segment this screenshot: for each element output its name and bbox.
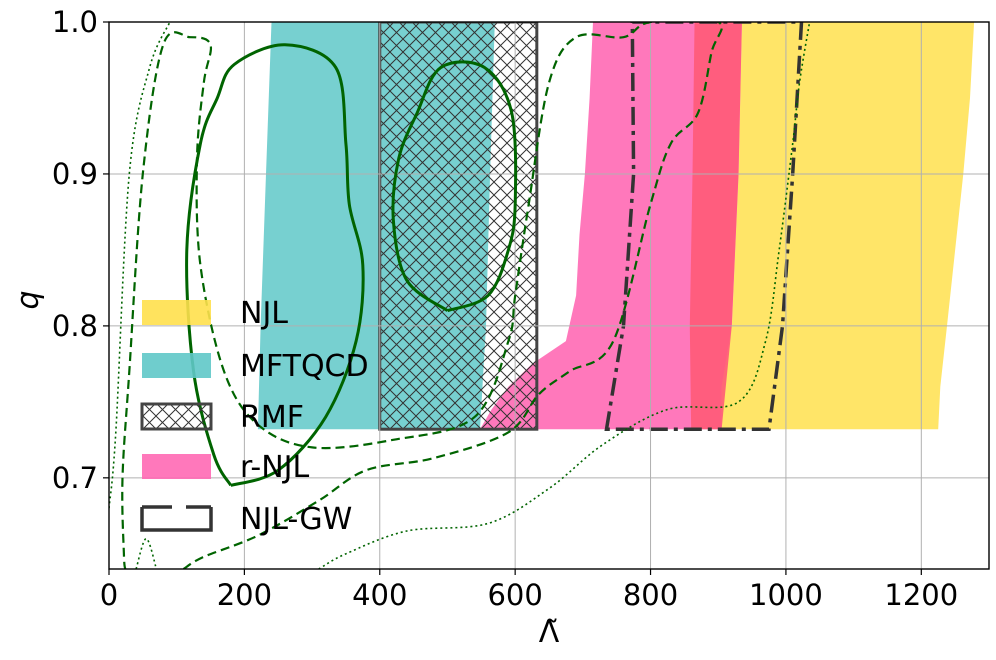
legend: NJL MFTQCD RMF r-NJL NJL-GW bbox=[140, 296, 369, 537]
ticks-layer: 0 200 400 600 800 1000 1200 0.7 0.8 0.9 1.0 bbox=[52, 5, 958, 612]
legend-swatch-mftqcd bbox=[142, 353, 211, 378]
band-njl bbox=[721, 22, 975, 430]
y-tick-label: 0.9 bbox=[52, 157, 98, 191]
contour-inner-solid bbox=[391, 60, 518, 313]
x-tick-label: 400 bbox=[352, 578, 407, 612]
y-tick-label: 0.7 bbox=[52, 461, 98, 495]
y-axis-label: q bbox=[11, 290, 46, 309]
legend-swatch-r-njl bbox=[142, 454, 211, 479]
band-overlap bbox=[689, 22, 742, 430]
band-r-njl bbox=[480, 22, 742, 430]
legend-swatch-rmf bbox=[140, 402, 213, 431]
x-tick-label: 600 bbox=[487, 578, 542, 612]
band-njl-gw bbox=[604, 22, 804, 431]
y-tick-label: 0.8 bbox=[52, 309, 98, 343]
x-tick-label: 1200 bbox=[884, 578, 958, 612]
contour-outer-dotted bbox=[135, 537, 158, 569]
x-tick-label: 200 bbox=[217, 578, 272, 612]
band-rmf bbox=[378, 22, 539, 431]
legend-label-rmf: RMF bbox=[240, 400, 304, 435]
x-axis-label: Λ̃ bbox=[539, 615, 560, 650]
contour-outer-dotted bbox=[318, 22, 811, 569]
y-tick-label: 1.0 bbox=[52, 5, 98, 39]
legend-swatch-njl-gw bbox=[140, 505, 213, 532]
legend-label-r-njl: r-NJL bbox=[240, 450, 310, 485]
legend-label-mftqcd: MFTQCD bbox=[240, 349, 369, 384]
x-tick-label: 800 bbox=[623, 578, 678, 612]
x-tick-label: 0 bbox=[100, 578, 118, 612]
legend-label-njl: NJL bbox=[240, 296, 288, 331]
legend-label-njl-gw: NJL-GW bbox=[240, 502, 352, 537]
contour-middle-dashed bbox=[121, 22, 724, 569]
plot-frame bbox=[108, 21, 990, 570]
legend-swatch-njl bbox=[142, 300, 211, 325]
bands-layer bbox=[257, 22, 975, 431]
contour-inner-solid bbox=[185, 43, 365, 487]
contours-layer bbox=[109, 22, 811, 569]
x-tick-label: 1000 bbox=[749, 578, 823, 612]
legend-swatch-frame bbox=[140, 505, 213, 532]
